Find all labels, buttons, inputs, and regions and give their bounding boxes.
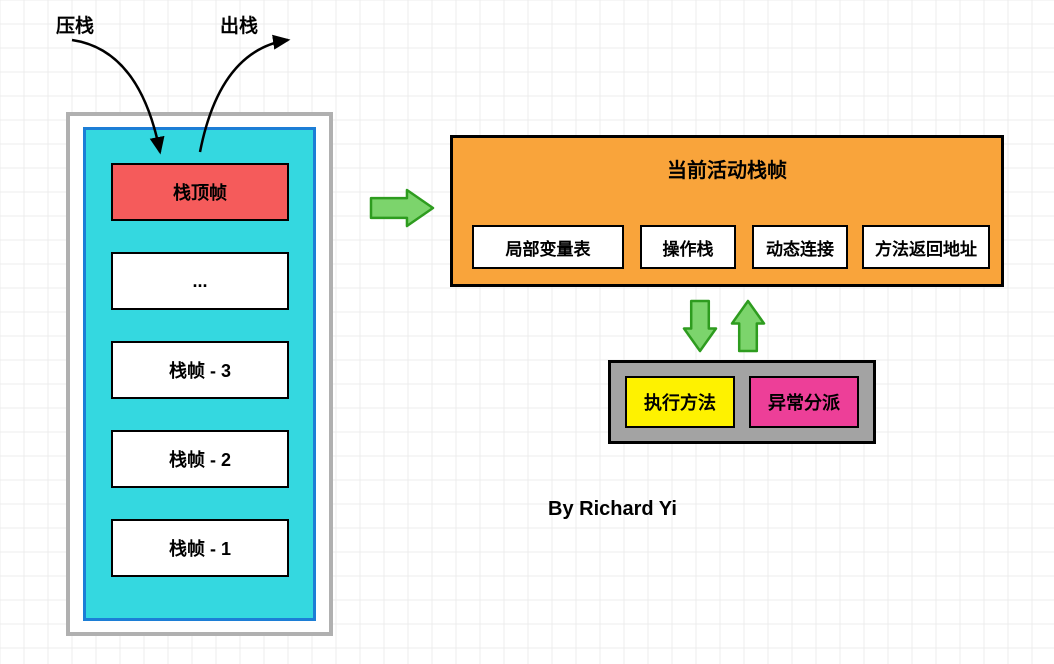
stack-frame-2-label: 栈帧 - 2 [169,446,231,472]
stack-frame-top: 栈顶帧 [111,163,289,221]
stack-frame-top-label: 栈顶帧 [173,179,227,205]
field-operand-stack-label: 操作栈 [663,235,714,260]
execution-method-label: 执行方法 [644,389,716,415]
stack-frame-1: 栈帧 - 1 [111,519,289,577]
exception-dispatch: 异常分派 [749,376,859,428]
stack-frame-3: 栈帧 - 3 [111,341,289,399]
stack-frame-1-label: 栈帧 - 1 [169,535,231,561]
stack-frame-3-label: 栈帧 - 3 [169,357,231,383]
field-dynamic-link: 动态连接 [752,225,848,269]
field-return-address-label: 方法返回地址 [875,235,977,260]
stack-frame-2: 栈帧 - 2 [111,430,289,488]
exception-dispatch-label: 异常分派 [768,389,840,415]
pop-label: 出栈 [220,11,258,38]
push-label: 压栈 [56,11,94,38]
field-return-address: 方法返回地址 [862,225,990,269]
field-dynamic-link-label: 动态连接 [766,235,834,260]
stack-frame-dots: ... [111,252,289,310]
credit-label: By Richard Yi [548,498,677,521]
stack-frame-dots-label: ... [192,271,207,292]
field-local-variables-label: 局部变量表 [506,235,591,260]
execution-method: 执行方法 [625,376,735,428]
current-frame-title: 当前活动栈帧 [667,154,787,183]
field-operand-stack: 操作栈 [640,225,736,269]
field-local-variables: 局部变量表 [472,225,624,269]
